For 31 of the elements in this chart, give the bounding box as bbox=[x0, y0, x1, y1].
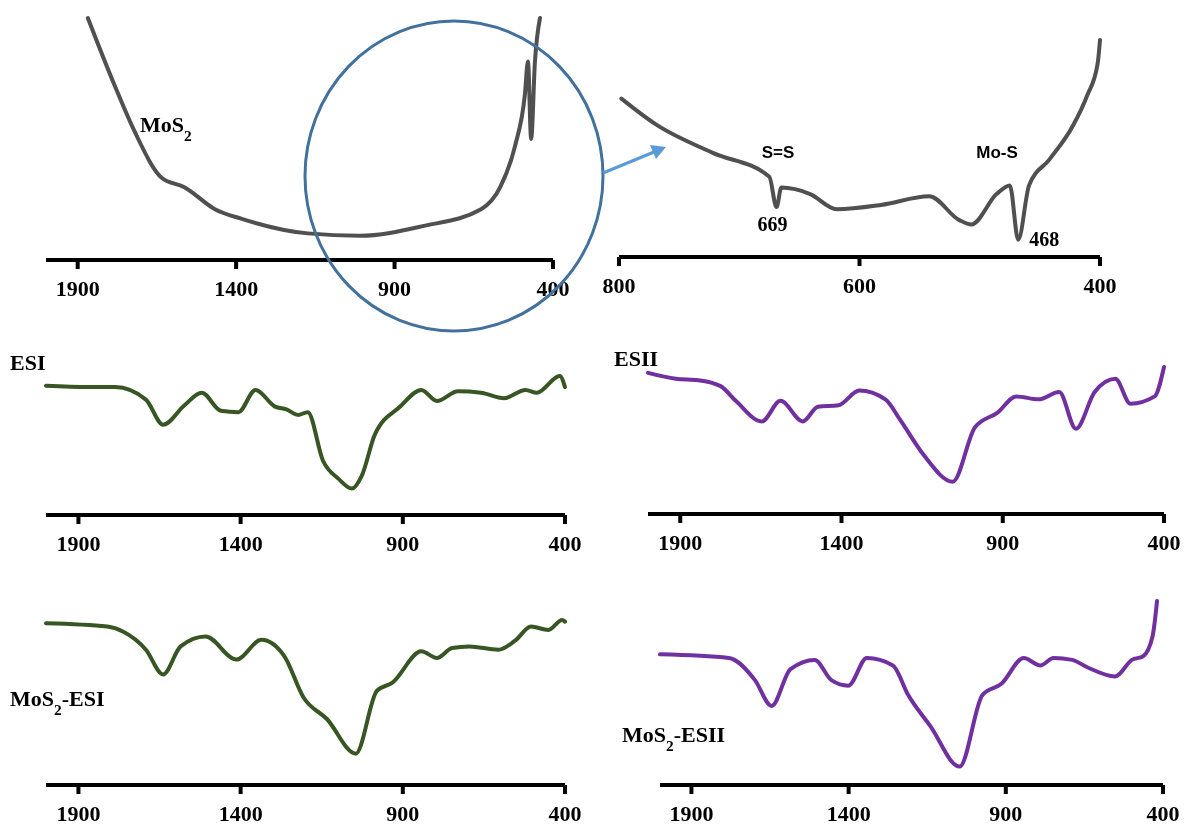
x-tick-label: 600 bbox=[843, 273, 876, 298]
x-tick-label: 900 bbox=[986, 530, 1020, 555]
x-tick-label: 400 bbox=[1146, 801, 1180, 826]
x-tick-label: 900 bbox=[386, 531, 420, 556]
x-tick-label: 900 bbox=[378, 276, 412, 301]
text: MoS$_{2}$-ESII bbox=[622, 722, 726, 754]
x-tick-label: 400 bbox=[548, 801, 582, 826]
x-tick-label: 900 bbox=[386, 801, 420, 826]
series-label: ESII bbox=[614, 346, 659, 371]
x-tick-label: 400 bbox=[548, 531, 582, 556]
x-tick-label: 1400 bbox=[218, 801, 263, 826]
annotation: 468 bbox=[1029, 227, 1060, 250]
x-tick-label: 1400 bbox=[826, 801, 871, 826]
x-tick-label: 1900 bbox=[56, 801, 101, 826]
annotation: Mo-S bbox=[976, 143, 1018, 162]
x-tick-label: 1400 bbox=[218, 531, 263, 556]
x-tick-label: 400 bbox=[1147, 530, 1181, 555]
series-label: MoS$_{2}$ bbox=[140, 112, 192, 144]
x-tick-label: 400 bbox=[1083, 273, 1117, 298]
x-tick-label: 1900 bbox=[658, 530, 703, 555]
series-label: ESI bbox=[10, 350, 46, 375]
annotation: 669 bbox=[757, 213, 788, 236]
x-tick-label: 1900 bbox=[55, 276, 100, 301]
text: MoS$_{2}$-ESI bbox=[10, 686, 105, 718]
x-tick-label: 800 bbox=[602, 273, 636, 298]
x-tick-label: 1900 bbox=[669, 801, 714, 826]
x-tick-label: 1400 bbox=[214, 276, 259, 301]
x-tick-label: 1400 bbox=[819, 530, 864, 555]
x-tick-label: 1900 bbox=[56, 531, 101, 556]
x-tick-label: 900 bbox=[989, 801, 1023, 826]
annotation: S=S bbox=[761, 143, 795, 162]
